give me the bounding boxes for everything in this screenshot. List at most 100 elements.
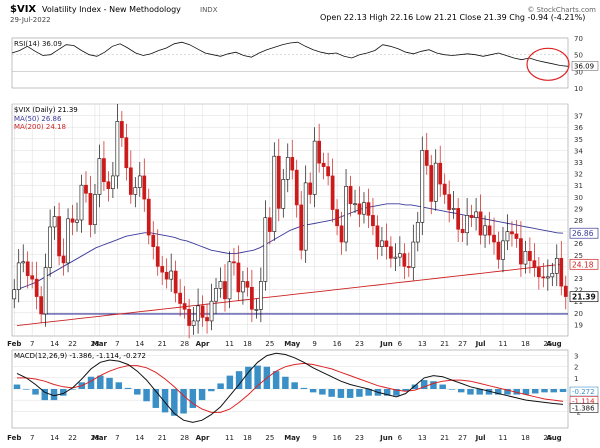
candle-body (70, 218, 75, 223)
candle-body (366, 202, 371, 216)
candle-body (505, 231, 510, 242)
macd-histogram-bar (226, 375, 234, 389)
candle-body (155, 246, 160, 267)
candle-body (478, 211, 483, 236)
x-tick-label: 18 (521, 340, 530, 348)
rsi-line (11, 41, 569, 67)
candle-body (483, 225, 487, 236)
candle-body (182, 303, 187, 310)
rsi-tick-label: 50 (574, 52, 583, 60)
macd-histogram-bar (161, 389, 169, 413)
candle-body (541, 276, 546, 279)
candle-body (281, 179, 286, 209)
macd-histogram-bar (531, 389, 539, 394)
macd-histogram-bar (485, 389, 493, 395)
candle-body (16, 262, 21, 290)
candle-body (335, 209, 339, 227)
x-tick-label: 21 (158, 434, 167, 442)
candle-body (263, 217, 268, 282)
candle-body (420, 150, 425, 223)
candle-body (442, 183, 447, 195)
macd-histogram-bar (282, 376, 289, 389)
x-tick-label: Apr (196, 340, 210, 348)
candle-body (75, 219, 79, 223)
chart-date: 29-Jul-2022 (10, 16, 51, 24)
macd-histogram-bar (106, 377, 113, 389)
candle-body (402, 253, 407, 267)
price-tick-label: 35 (574, 136, 583, 144)
macd-histogram-bar (356, 389, 363, 397)
candle-body (501, 240, 505, 260)
candle-body (447, 194, 452, 210)
x-tick-label: 25 (265, 340, 274, 348)
macd-histogram-bar (559, 389, 567, 393)
candle-body (160, 266, 165, 273)
candle-body (254, 309, 259, 311)
rsi-highlight-circle (526, 47, 570, 81)
price-tag-box (569, 227, 599, 239)
candle-body (456, 208, 461, 230)
x-tick-label: 16 (333, 340, 342, 348)
macd-histogram-bar (41, 389, 49, 401)
macd-histogram-bar (189, 389, 197, 408)
price-tick-label: 29 (574, 205, 583, 213)
x-tick-label: 9 (312, 340, 316, 348)
x-tick-label: 11 (225, 340, 234, 348)
macd-histogram-bar (319, 389, 326, 395)
x-tick-label: Feb (7, 340, 21, 348)
candle-body (43, 267, 48, 315)
x-tick-label: 13 (418, 434, 427, 442)
candle-body (39, 296, 44, 315)
candle-body (339, 225, 344, 243)
candle-body (532, 260, 537, 268)
macd-histogram-bar (134, 389, 141, 395)
price-tag-box (569, 291, 599, 303)
candle-body (469, 215, 474, 218)
price-tick-label: 30 (574, 194, 583, 202)
macd-histogram-bar (143, 389, 150, 402)
x-tick-label: 14 (50, 340, 59, 348)
candle-body (299, 204, 304, 251)
candle-body (173, 270, 178, 294)
candle-body (61, 255, 66, 264)
candle-body (133, 187, 138, 195)
x-tick-label: 11 (225, 434, 234, 442)
candle-body (330, 175, 335, 210)
macd-line (16, 352, 564, 423)
candle-body (115, 121, 120, 177)
x-tick-label: 28 (180, 340, 189, 348)
x-tick-label: 22 (68, 434, 77, 442)
candle-body (21, 261, 26, 264)
candle-body (550, 273, 555, 278)
candle-body (384, 240, 389, 247)
candle-body (164, 271, 169, 280)
candle-body (276, 155, 281, 209)
candle-body (429, 165, 434, 202)
macd-histogram-bar (115, 382, 123, 389)
macd-tick-label: 3 (574, 353, 578, 361)
candle-body (12, 289, 17, 300)
candle-body (487, 225, 492, 236)
macd-histogram-bar (393, 389, 400, 396)
macd-histogram-bar (420, 380, 428, 389)
price-tag-label: 21.39 (572, 293, 596, 302)
x-tick-label: 16 (333, 434, 342, 442)
candle-body (106, 181, 111, 189)
macd-histogram-bar (550, 389, 557, 393)
x-tick-label: 27 (458, 434, 467, 442)
candle-body (536, 267, 541, 278)
rsi-tick-label: 30 (574, 68, 583, 76)
macd-histogram-bar (439, 384, 446, 389)
price-title: $VIX (Daily) 21.39 (14, 106, 78, 114)
x-tick-label: 11 (499, 340, 508, 348)
macd-histogram-bar (254, 365, 261, 389)
ma50-legend: MA(50) 26.86 (14, 115, 62, 123)
macd-histogram-bar (346, 389, 354, 398)
macd-histogram-bar (383, 389, 391, 396)
candle-body (438, 162, 443, 185)
macd-histogram-bar (513, 389, 520, 395)
price-tick-label: 34 (574, 147, 583, 155)
candle-body (250, 286, 254, 310)
rsi-panel: 10 30 50 70 RSI(14) 36.09 36.09 (11, 35, 599, 93)
